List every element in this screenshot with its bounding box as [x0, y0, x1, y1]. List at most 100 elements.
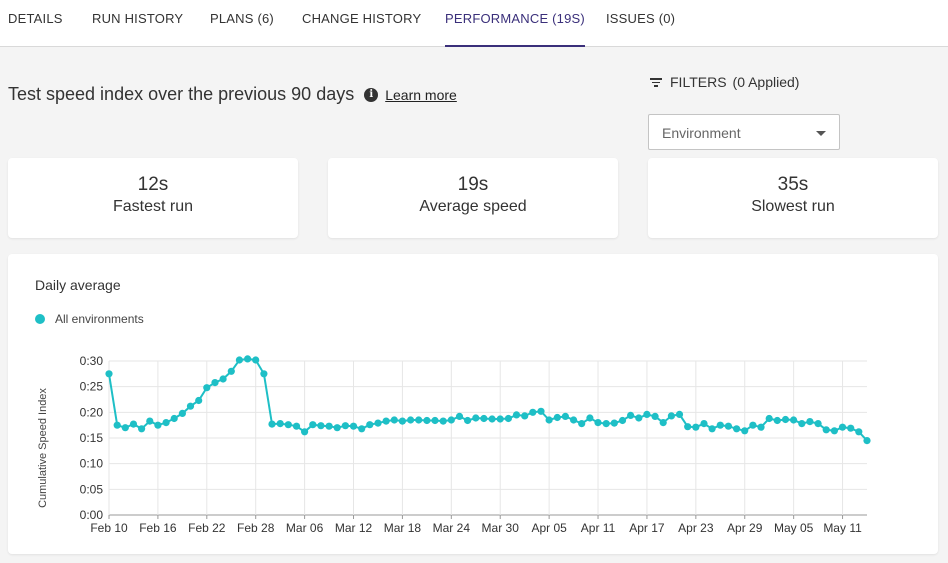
data-point	[822, 426, 830, 434]
data-point	[260, 370, 268, 378]
stat-label: Slowest run	[751, 198, 835, 215]
data-point	[211, 379, 219, 387]
x-tick-label: May 11	[823, 521, 862, 535]
stat-value: 35s	[777, 174, 809, 195]
data-point	[667, 412, 676, 420]
filters-label: FILTERS	[670, 74, 727, 90]
data-point	[195, 396, 203, 405]
chart-title: Daily average	[35, 277, 121, 293]
tab-details[interactable]: DETAILS	[8, 11, 63, 26]
x-tick-label: Feb 22	[188, 521, 226, 535]
data-point	[407, 416, 415, 424]
stat-value: 12s	[137, 174, 169, 195]
x-tick-label: Apr 23	[678, 521, 714, 535]
data-point	[627, 411, 635, 419]
data-point	[635, 414, 643, 422]
data-point	[219, 375, 227, 383]
data-point	[512, 411, 521, 419]
data-point	[733, 425, 741, 433]
chart-legend[interactable]: All environments	[35, 312, 144, 326]
stat-card-fastest: 12s Fastest run	[8, 158, 298, 238]
stat-card-slowest: 35s Slowest run	[648, 158, 938, 238]
y-axis-label: Cumulative Speed Index	[37, 388, 49, 508]
data-point	[292, 422, 301, 430]
data-point	[545, 416, 553, 424]
info-icon[interactable]: i	[364, 87, 379, 102]
data-point	[798, 420, 806, 428]
data-point	[757, 423, 765, 431]
tab-performance[interactable]: PERFORMANCE (19S)	[445, 0, 585, 47]
data-point	[105, 370, 113, 378]
page-title: Test speed index over the previous 90 da…	[8, 84, 355, 104]
chevron-down-icon	[816, 131, 826, 136]
data-point	[700, 420, 708, 428]
y-tick-label: 0:00	[80, 508, 104, 522]
data-point	[765, 414, 773, 423]
data-point	[578, 420, 586, 428]
tab-change-history[interactable]: CHANGE HISTORY	[302, 11, 422, 26]
data-point	[398, 417, 406, 425]
data-point	[847, 424, 855, 432]
environment-select[interactable]: Environment	[648, 114, 840, 150]
data-point	[749, 421, 757, 429]
data-point	[480, 414, 488, 423]
data-point	[455, 412, 464, 420]
y-tick-label: 0:15	[80, 431, 104, 445]
data-point	[423, 416, 431, 425]
data-point	[773, 416, 781, 425]
data-point	[855, 428, 863, 436]
tab-issues[interactable]: ISSUES (0)	[606, 11, 676, 26]
filter-icon	[650, 77, 662, 87]
data-point	[561, 412, 570, 420]
data-point	[724, 422, 733, 430]
data-point	[235, 356, 243, 364]
tab-plans[interactable]: PLANS (6)	[210, 11, 274, 26]
data-point	[439, 417, 447, 425]
data-point	[521, 412, 529, 420]
legend-label: All environments	[55, 312, 144, 326]
data-point	[374, 419, 382, 427]
series-line	[108, 357, 868, 442]
data-point	[643, 410, 651, 418]
data-point	[659, 419, 667, 427]
page-title-row: Test speed index over the previous 90 da…	[8, 84, 457, 105]
x-tick-label: Apr 29	[727, 521, 763, 535]
data-point	[186, 402, 195, 410]
data-point	[675, 410, 684, 418]
tab-run-history[interactable]: RUN HISTORY	[92, 11, 184, 26]
data-point	[716, 421, 724, 429]
data-point	[227, 367, 235, 375]
stat-value: 19s	[457, 174, 489, 195]
y-tick-label: 0:30	[80, 354, 104, 368]
x-tick-label: Mar 12	[335, 521, 373, 535]
data-point	[472, 414, 480, 422]
data-point	[358, 425, 366, 433]
data-point	[170, 414, 178, 423]
data-point	[276, 420, 284, 428]
filters-toggle[interactable]: FILTERS (0 Applied)	[650, 74, 799, 90]
speed-index-chart: 0:00 0:05 0:10 0:15 0:20 0:25 0:30 Feb 10 Feb 16…	[37, 354, 871, 535]
data-point	[203, 384, 211, 392]
data-point	[838, 423, 847, 431]
data-point	[341, 422, 349, 430]
data-point	[366, 421, 374, 429]
data-point	[301, 428, 309, 436]
data-point	[488, 415, 496, 423]
data-point	[504, 414, 512, 423]
stat-card-average: 19s Average speed	[328, 158, 618, 238]
data-point	[651, 412, 659, 420]
data-point	[244, 355, 252, 363]
data-point	[382, 417, 390, 425]
data-point	[252, 356, 260, 364]
legend-dot-icon	[35, 314, 45, 324]
x-tick-label: May 05	[774, 521, 814, 535]
data-point	[610, 419, 618, 427]
data-point	[325, 422, 333, 430]
data-point	[284, 421, 292, 429]
learn-more-link[interactable]: Learn more	[385, 86, 457, 103]
data-point	[553, 413, 561, 422]
x-tick-label: Apr 11	[581, 521, 616, 535]
data-point	[741, 427, 749, 435]
data-point	[537, 407, 545, 415]
x-tick-label: Feb 10	[90, 521, 128, 535]
